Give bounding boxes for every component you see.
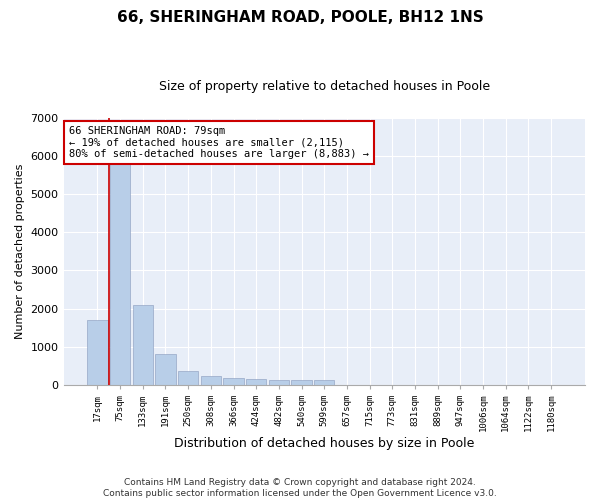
X-axis label: Distribution of detached houses by size in Poole: Distribution of detached houses by size … (174, 437, 475, 450)
Bar (178, 372, 199, 385)
Text: 66, SHERINGHAM ROAD, POOLE, BH12 1NS: 66, SHERINGHAM ROAD, POOLE, BH12 1NS (116, 10, 484, 25)
Bar (87, 320, 107, 385)
Bar (133, 304, 153, 385)
Bar (292, 380, 312, 385)
Y-axis label: Number of detached properties: Number of detached properties (15, 164, 25, 339)
Bar (223, 378, 244, 385)
Title: Size of property relative to detached houses in Poole: Size of property relative to detached ho… (159, 80, 490, 93)
Text: 66 SHERINGHAM ROAD: 79sqm
← 19% of detached houses are smaller (2,115)
80% of se: 66 SHERINGHAM ROAD: 79sqm ← 19% of detac… (69, 126, 369, 159)
Bar (110, 137, 130, 385)
Bar (246, 379, 266, 385)
Text: Contains HM Land Registry data © Crown copyright and database right 2024.
Contai: Contains HM Land Registry data © Crown c… (103, 478, 497, 498)
Bar (269, 380, 289, 385)
Bar (314, 380, 334, 385)
Bar (200, 376, 221, 385)
Bar (155, 354, 176, 385)
